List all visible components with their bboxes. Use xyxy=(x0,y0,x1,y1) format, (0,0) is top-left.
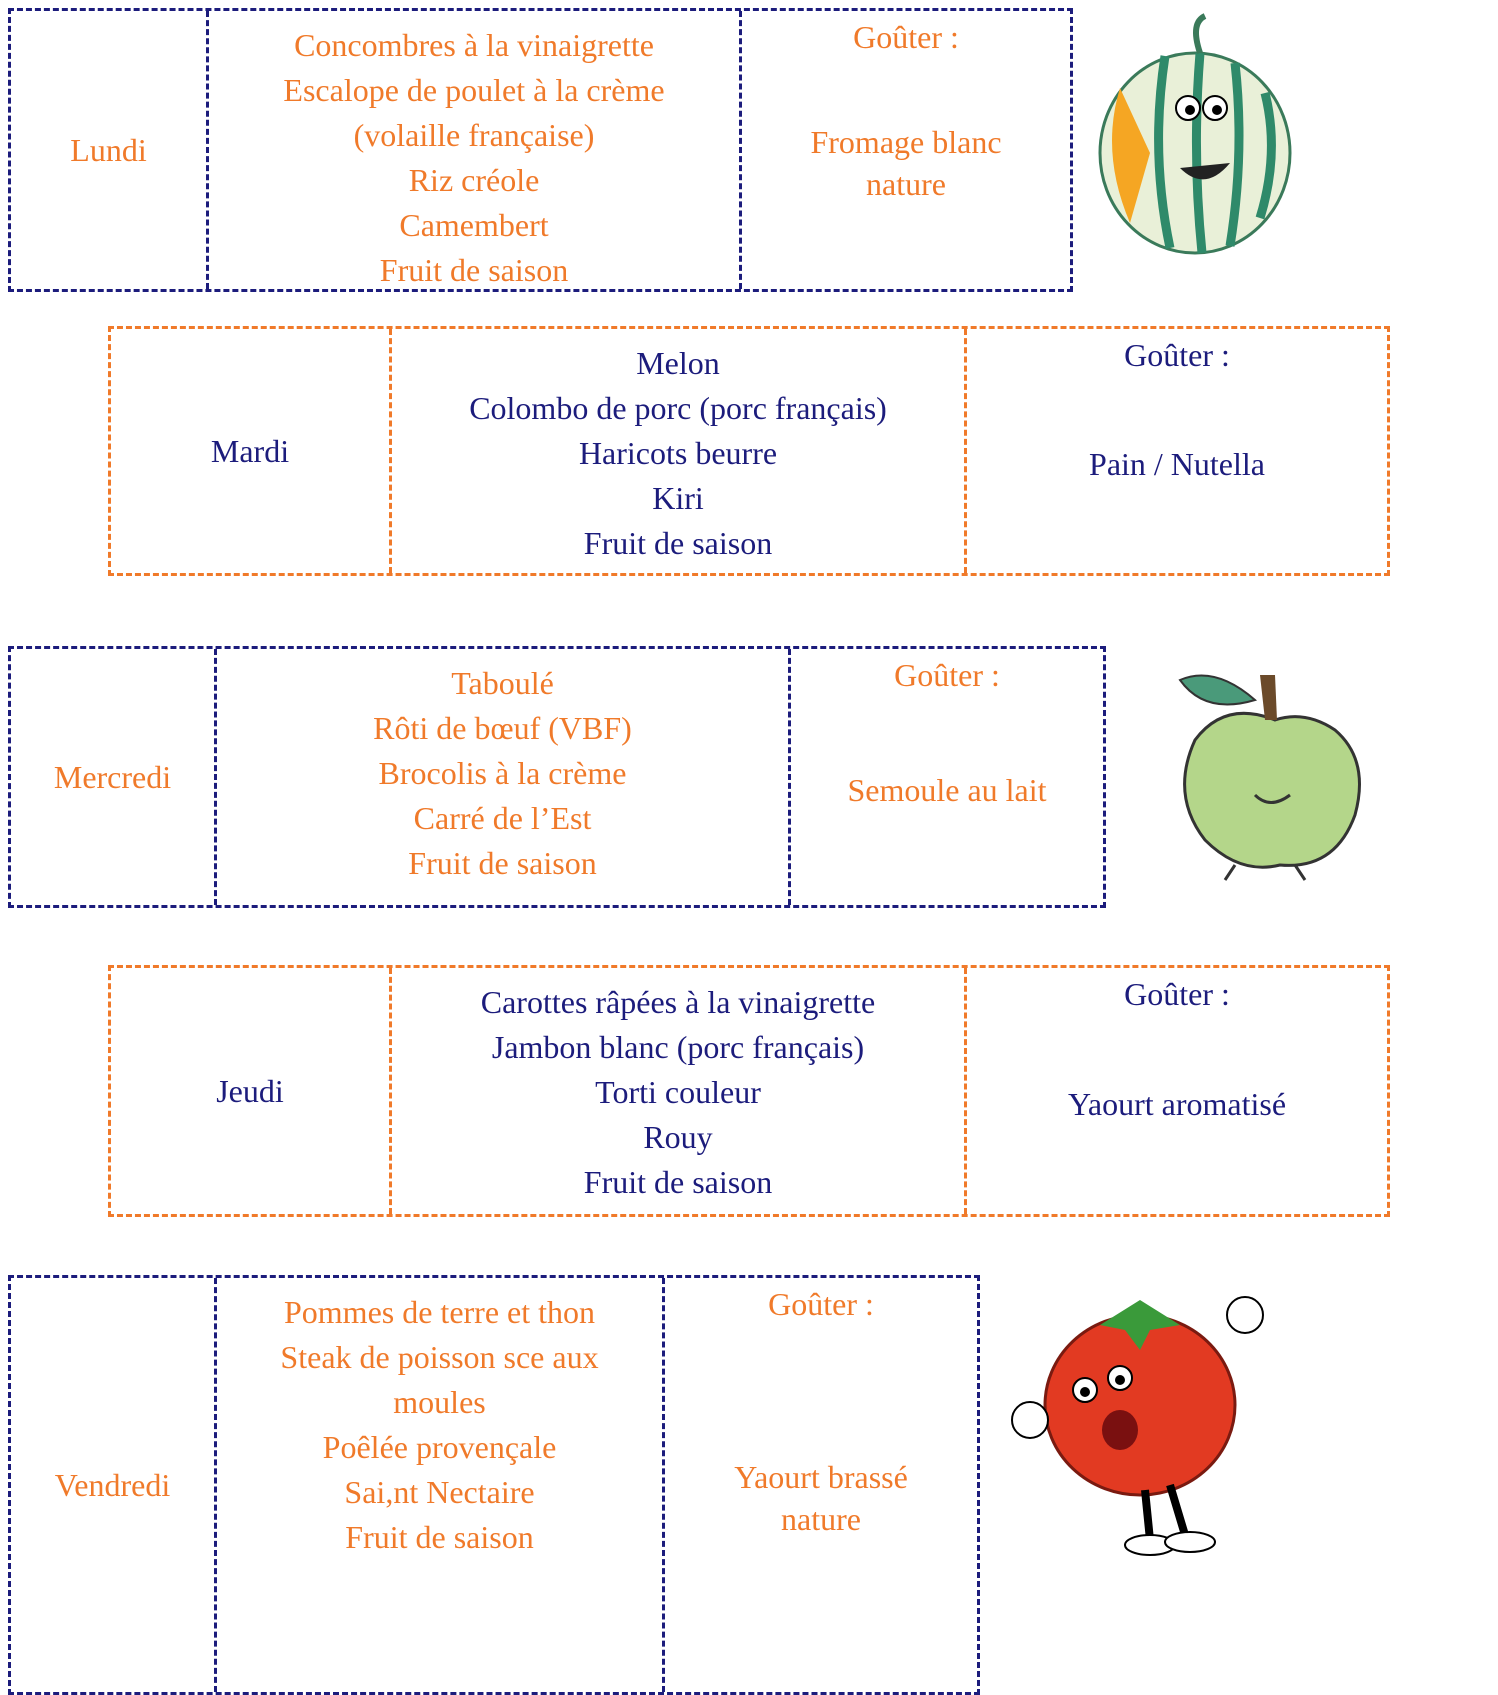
menu-item: Riz créole xyxy=(408,162,540,198)
day-menu-box: Mercredi Taboulé Rôti de bœuf (VBF) Brocoli… xyxy=(8,646,1106,908)
menu-item: Concombres à la vinaigrette xyxy=(294,27,654,63)
menu-cell: Concombres à la vinaigrette Escalope de p… xyxy=(206,11,742,289)
snack-cell: Goûter : Yaourt aromatisé xyxy=(967,968,1387,1214)
day-menu-box: Jeudi Carottes râpées à la vinaigrette Jam… xyxy=(108,965,1390,1217)
snack-label: Goûter : xyxy=(1124,976,1230,1012)
day-cell: Lundi xyxy=(70,131,147,168)
snack-cell: Goûter : Semoule au lait xyxy=(791,649,1103,905)
day-menu-box: Vendredi Pommes de terre et thon Steak de … xyxy=(8,1275,980,1695)
menu-item: Camembert xyxy=(399,207,549,243)
menu-item: Poêlée provençale xyxy=(322,1429,557,1465)
menu-item: Carré de l’Est xyxy=(413,800,592,836)
snack-item: Fromage blanc nature xyxy=(810,123,1002,202)
menu-item: Rôti de bœuf (VBF) xyxy=(373,710,632,746)
menu-item: Fruit de saison xyxy=(379,252,569,288)
snack-item: Yaourt brassé nature xyxy=(734,1458,908,1537)
tomato-illustration xyxy=(1011,1296,1264,1556)
snack-item: Semoule au lait xyxy=(847,771,1047,808)
snack-label: Goûter : xyxy=(853,19,959,55)
menu-item: Sai,nt Nectaire xyxy=(344,1474,535,1510)
menu-item: Colombo de porc (porc français) xyxy=(469,390,887,426)
day-cell: Vendredi xyxy=(54,1466,171,1503)
snack-cell: Goûter : Fromage blanc nature xyxy=(742,11,1070,289)
melon-illustration xyxy=(1098,13,1292,255)
day-menu-box: Lundi Concombres à la vinaigrette Escalope… xyxy=(8,8,1073,292)
menu-cell: Carottes râpées à la vinaigrette Jambon b… xyxy=(389,968,967,1214)
snack-item: Pain / Nutella xyxy=(1089,445,1265,482)
menu-cell: Taboulé Rôti de bœuf (VBF) Brocolis à la c… xyxy=(214,649,791,905)
menu-item: Fruit de saison xyxy=(408,845,597,881)
snack-label: Goûter : xyxy=(768,1286,874,1322)
day-cell: Jeudi xyxy=(216,1072,284,1109)
menu-item: Melon xyxy=(636,345,720,381)
day-menu-box: Mardi Melon Colombo de porc (porc français… xyxy=(108,326,1390,576)
menu-item: Jambon blanc (porc français) xyxy=(491,1029,865,1065)
menu-item: Steak de poisson sce aux moules xyxy=(280,1339,599,1420)
day-cell: Mercredi xyxy=(53,758,172,795)
menu-item: Torti couleur xyxy=(595,1074,761,1110)
snack-label: Goûter : xyxy=(894,657,1000,693)
day-cell: Mardi xyxy=(210,432,290,469)
menu-item: Carottes râpées à la vinaigrette xyxy=(480,984,876,1020)
menu-item: Pommes de terre et thon xyxy=(283,1294,596,1330)
apple-illustration xyxy=(1178,674,1361,881)
snack-label: Goûter : xyxy=(1124,337,1230,373)
menu-item: Rouy xyxy=(643,1119,713,1155)
menu-item: Escalope de poulet à la crème (volaille … xyxy=(283,72,665,153)
menu-item: Haricots beurre xyxy=(578,435,778,471)
menu-item: Fruit de saison xyxy=(583,525,773,561)
menu-cell: Melon Colombo de porc (porc français) Hari… xyxy=(389,329,967,573)
menu-cell: Pommes de terre et thon Steak de poisson … xyxy=(214,1278,665,1692)
menu-item: Fruit de saison xyxy=(345,1519,534,1555)
menu-item: Brocolis à la crème xyxy=(378,755,627,791)
snack-cell: Goûter : Yaourt brassé nature xyxy=(665,1278,977,1692)
menu-item: Fruit de saison xyxy=(583,1164,773,1200)
snack-cell: Goûter : Pain / Nutella xyxy=(967,329,1387,573)
menu-item: Taboulé xyxy=(451,665,554,701)
snack-item: Yaourt aromatisé xyxy=(1067,1085,1287,1122)
menu-item: Kiri xyxy=(652,480,704,516)
